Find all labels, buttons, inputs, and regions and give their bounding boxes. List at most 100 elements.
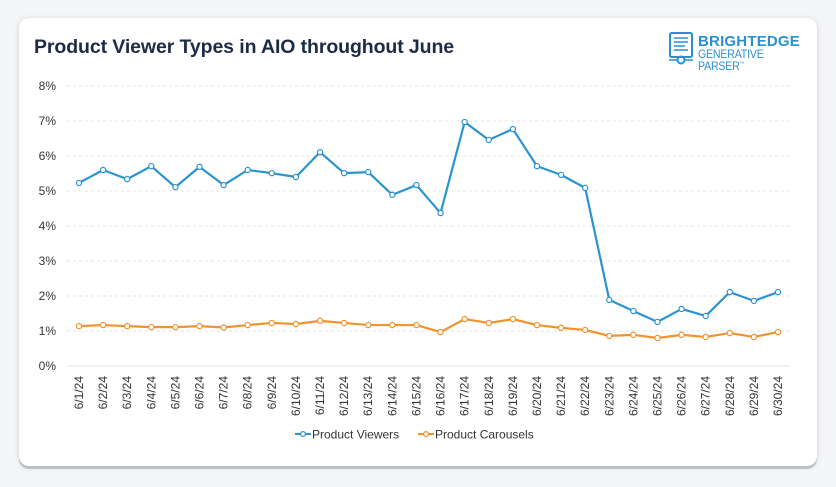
data-point bbox=[365, 321, 372, 329]
y-tick-label: 2% bbox=[39, 289, 57, 303]
data-point bbox=[726, 288, 733, 296]
data-point bbox=[340, 319, 348, 327]
legend-item: Product Viewers bbox=[295, 428, 399, 442]
x-tick-label: 6/26/24 bbox=[675, 376, 689, 416]
x-tick-label: 6/6/24 bbox=[193, 376, 207, 410]
data-point bbox=[750, 297, 758, 305]
chart-card bbox=[19, 18, 817, 466]
x-tick-label: 6/5/24 bbox=[168, 376, 182, 410]
chart-title: Product Viewer Types in AIO throughout J… bbox=[34, 36, 455, 58]
data-point bbox=[461, 315, 468, 323]
x-tick-label: 6/1/24 bbox=[72, 376, 86, 410]
logo-subtitle: GENERATIVE PARSER™ bbox=[698, 49, 808, 73]
data-point bbox=[606, 296, 613, 304]
x-tick-label: 6/18/24 bbox=[482, 376, 496, 416]
data-point bbox=[509, 315, 517, 323]
y-tick-label: 0% bbox=[39, 359, 57, 373]
y-tick-label: 3% bbox=[39, 254, 57, 268]
x-tick-label: 6/23/24 bbox=[602, 376, 616, 416]
data-point bbox=[268, 319, 276, 327]
data-point bbox=[774, 328, 782, 336]
x-tick-label: 6/11/24 bbox=[313, 376, 327, 415]
x-tick-label: 6/30/24 bbox=[771, 376, 785, 416]
data-point bbox=[413, 181, 420, 189]
data-point bbox=[702, 312, 709, 320]
data-point bbox=[340, 169, 348, 177]
data-point bbox=[533, 321, 541, 329]
y-tick-label: 1% bbox=[39, 324, 57, 338]
x-tick-label: 6/20/24 bbox=[530, 376, 544, 416]
data-point bbox=[220, 181, 227, 189]
data-point bbox=[365, 168, 372, 176]
data-point bbox=[509, 125, 517, 133]
data-point bbox=[389, 191, 396, 199]
x-tick-label: 6/16/24 bbox=[434, 376, 448, 416]
logo-wordmark: BRIGHTEDGE bbox=[698, 33, 801, 50]
x-tick-label: 6/15/24 bbox=[409, 376, 423, 416]
data-point bbox=[316, 148, 324, 156]
data-point bbox=[196, 163, 203, 171]
data-point bbox=[124, 322, 131, 330]
y-tick-label: 7% bbox=[39, 114, 57, 128]
data-point bbox=[99, 321, 107, 329]
x-tick-label: 6/12/24 bbox=[337, 376, 351, 416]
x-tick-label: 6/14/24 bbox=[385, 376, 399, 416]
data-point bbox=[606, 332, 613, 340]
x-tick-label: 6/13/24 bbox=[361, 376, 375, 416]
data-point bbox=[461, 118, 468, 126]
data-point bbox=[389, 321, 396, 329]
data-point bbox=[726, 329, 733, 337]
x-axis-ticks: 6/1/24 6/2/24 6/3/24 6/4/24 6/5/24 6/6/24 6/7/… bbox=[72, 376, 785, 416]
data-point bbox=[654, 334, 661, 342]
data-point bbox=[678, 305, 685, 313]
data-point bbox=[437, 209, 444, 217]
x-tick-label: 6/10/24 bbox=[289, 376, 303, 416]
data-point bbox=[316, 317, 324, 325]
data-point bbox=[678, 331, 685, 339]
data-point bbox=[581, 184, 589, 192]
x-tick-label: 6/27/24 bbox=[699, 376, 713, 416]
data-point bbox=[268, 169, 276, 177]
document-parser-icon bbox=[669, 32, 693, 65]
legend-point-marker bbox=[423, 431, 430, 438]
x-tick-label: 6/29/24 bbox=[747, 376, 761, 416]
legend-label: Product Carousels bbox=[435, 428, 534, 442]
x-tick-label: 6/4/24 bbox=[144, 376, 158, 410]
gridlines bbox=[67, 85, 790, 367]
legend-label: Product Viewers bbox=[312, 428, 399, 442]
x-tick-label: 6/21/24 bbox=[554, 376, 568, 416]
legend: Product Viewers Product Carousels bbox=[295, 428, 534, 442]
data-point bbox=[244, 166, 251, 174]
data-point bbox=[244, 321, 251, 329]
y-tick-label: 6% bbox=[39, 149, 57, 163]
data-point bbox=[75, 179, 83, 187]
data-point bbox=[437, 328, 444, 336]
x-tick-label: 6/2/24 bbox=[96, 376, 110, 410]
data-point bbox=[557, 324, 565, 332]
data-point bbox=[485, 136, 492, 144]
data-point bbox=[196, 322, 203, 330]
logo-subtitle-text: GENERATIVE PARSER bbox=[698, 49, 764, 73]
data-point bbox=[557, 171, 565, 179]
data-point bbox=[774, 288, 782, 296]
data-point bbox=[75, 322, 83, 330]
x-tick-label: 6/19/24 bbox=[506, 376, 520, 416]
x-tick-label: 6/8/24 bbox=[241, 376, 255, 410]
data-point bbox=[292, 320, 300, 328]
data-point bbox=[292, 173, 300, 181]
series-line-0 bbox=[78, 120, 779, 323]
y-tick-label: 8% bbox=[39, 79, 57, 93]
series-line-1 bbox=[78, 318, 779, 340]
brightedge-logo: BRIGHTEDGE GENERATIVE PARSER™ bbox=[668, 31, 818, 73]
data-point bbox=[630, 307, 637, 315]
data-point bbox=[124, 175, 131, 183]
data-point bbox=[172, 323, 179, 331]
y-tick-label: 4% bbox=[39, 219, 57, 233]
x-tick-label: 6/25/24 bbox=[650, 376, 664, 416]
data-point bbox=[581, 326, 589, 334]
data-point bbox=[654, 318, 661, 326]
legend-item: Product Carousels bbox=[418, 428, 534, 442]
data-point bbox=[533, 162, 541, 170]
data-point bbox=[99, 166, 107, 174]
